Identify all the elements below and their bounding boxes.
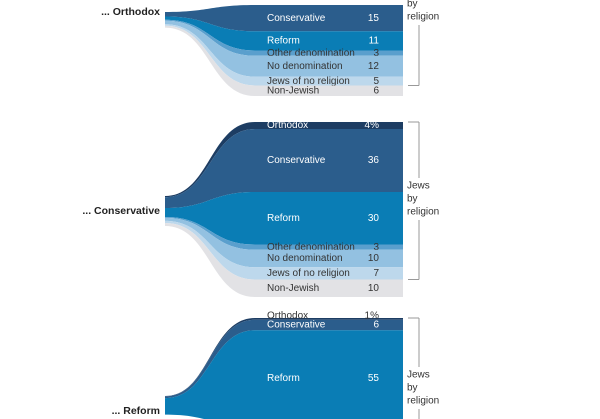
flow-label: Non-Jewish <box>267 283 319 294</box>
flow-label: Reform <box>267 36 300 47</box>
flow-value: 1% <box>365 311 380 322</box>
source-label: ... Conservative <box>82 205 160 217</box>
flow <box>165 20 403 77</box>
flow-label: Jews of no religion <box>267 268 350 279</box>
flow <box>165 330 403 419</box>
flow <box>165 19 403 56</box>
flow-label: Other denomination <box>267 48 355 59</box>
bracket-label: religion <box>407 396 439 407</box>
flow-label: Orthodox <box>267 311 308 322</box>
flow-value: 36 <box>368 155 380 166</box>
flow-value: 12 <box>368 61 380 72</box>
flow-value: 5 <box>373 76 379 87</box>
source-label: ... Reform <box>112 405 160 417</box>
flow-label: Conservative <box>267 155 326 166</box>
flow <box>165 16 403 51</box>
bracket-label: religion <box>407 12 439 23</box>
flow-value: 6 <box>373 85 379 96</box>
bracket-label: by <box>407 194 418 205</box>
flow-value: 3 <box>373 48 379 59</box>
source-label: ... Orthodox <box>101 6 160 18</box>
bracket-label: by <box>407 0 418 10</box>
flow-label: Reform <box>267 213 300 224</box>
bracket-label: Jews <box>407 181 430 192</box>
flow-label: Other denomination <box>267 242 355 253</box>
bracket-label: Jews <box>407 370 430 381</box>
flow <box>165 217 403 250</box>
bracket-label: religion <box>407 207 439 218</box>
flow <box>165 192 403 245</box>
flow-value: 7 <box>373 268 379 279</box>
flow-value: 15 <box>368 13 380 24</box>
flow-label: Orthodox <box>267 120 308 131</box>
flow-value: 11 <box>369 36 380 47</box>
flow-label: Conservative <box>267 320 326 331</box>
flow <box>165 122 403 198</box>
flow-value: 55 <box>368 373 380 384</box>
flow-value: 10 <box>368 253 380 264</box>
flow-value: 4% <box>365 120 380 131</box>
bracket-label: by <box>407 383 418 394</box>
flow <box>165 217 403 268</box>
flow-label: Non-Jewish <box>267 85 319 96</box>
flow-label: Conservative <box>267 13 326 24</box>
flow <box>165 319 403 399</box>
flow <box>165 24 403 86</box>
flow <box>165 223 403 297</box>
flow-value: 10 <box>368 283 380 294</box>
flow <box>165 129 403 208</box>
flow <box>165 220 403 280</box>
flow-label: No denomination <box>267 61 343 72</box>
flow-value: 3 <box>373 242 379 253</box>
flow <box>165 25 403 96</box>
flow-value: 30 <box>368 213 380 224</box>
flow <box>165 5 403 32</box>
flow-label: Jews of no religion <box>267 76 350 87</box>
flow-label: Reform <box>267 373 300 384</box>
flow-value: 6 <box>373 320 379 331</box>
flow-label: No denomination <box>267 253 343 264</box>
